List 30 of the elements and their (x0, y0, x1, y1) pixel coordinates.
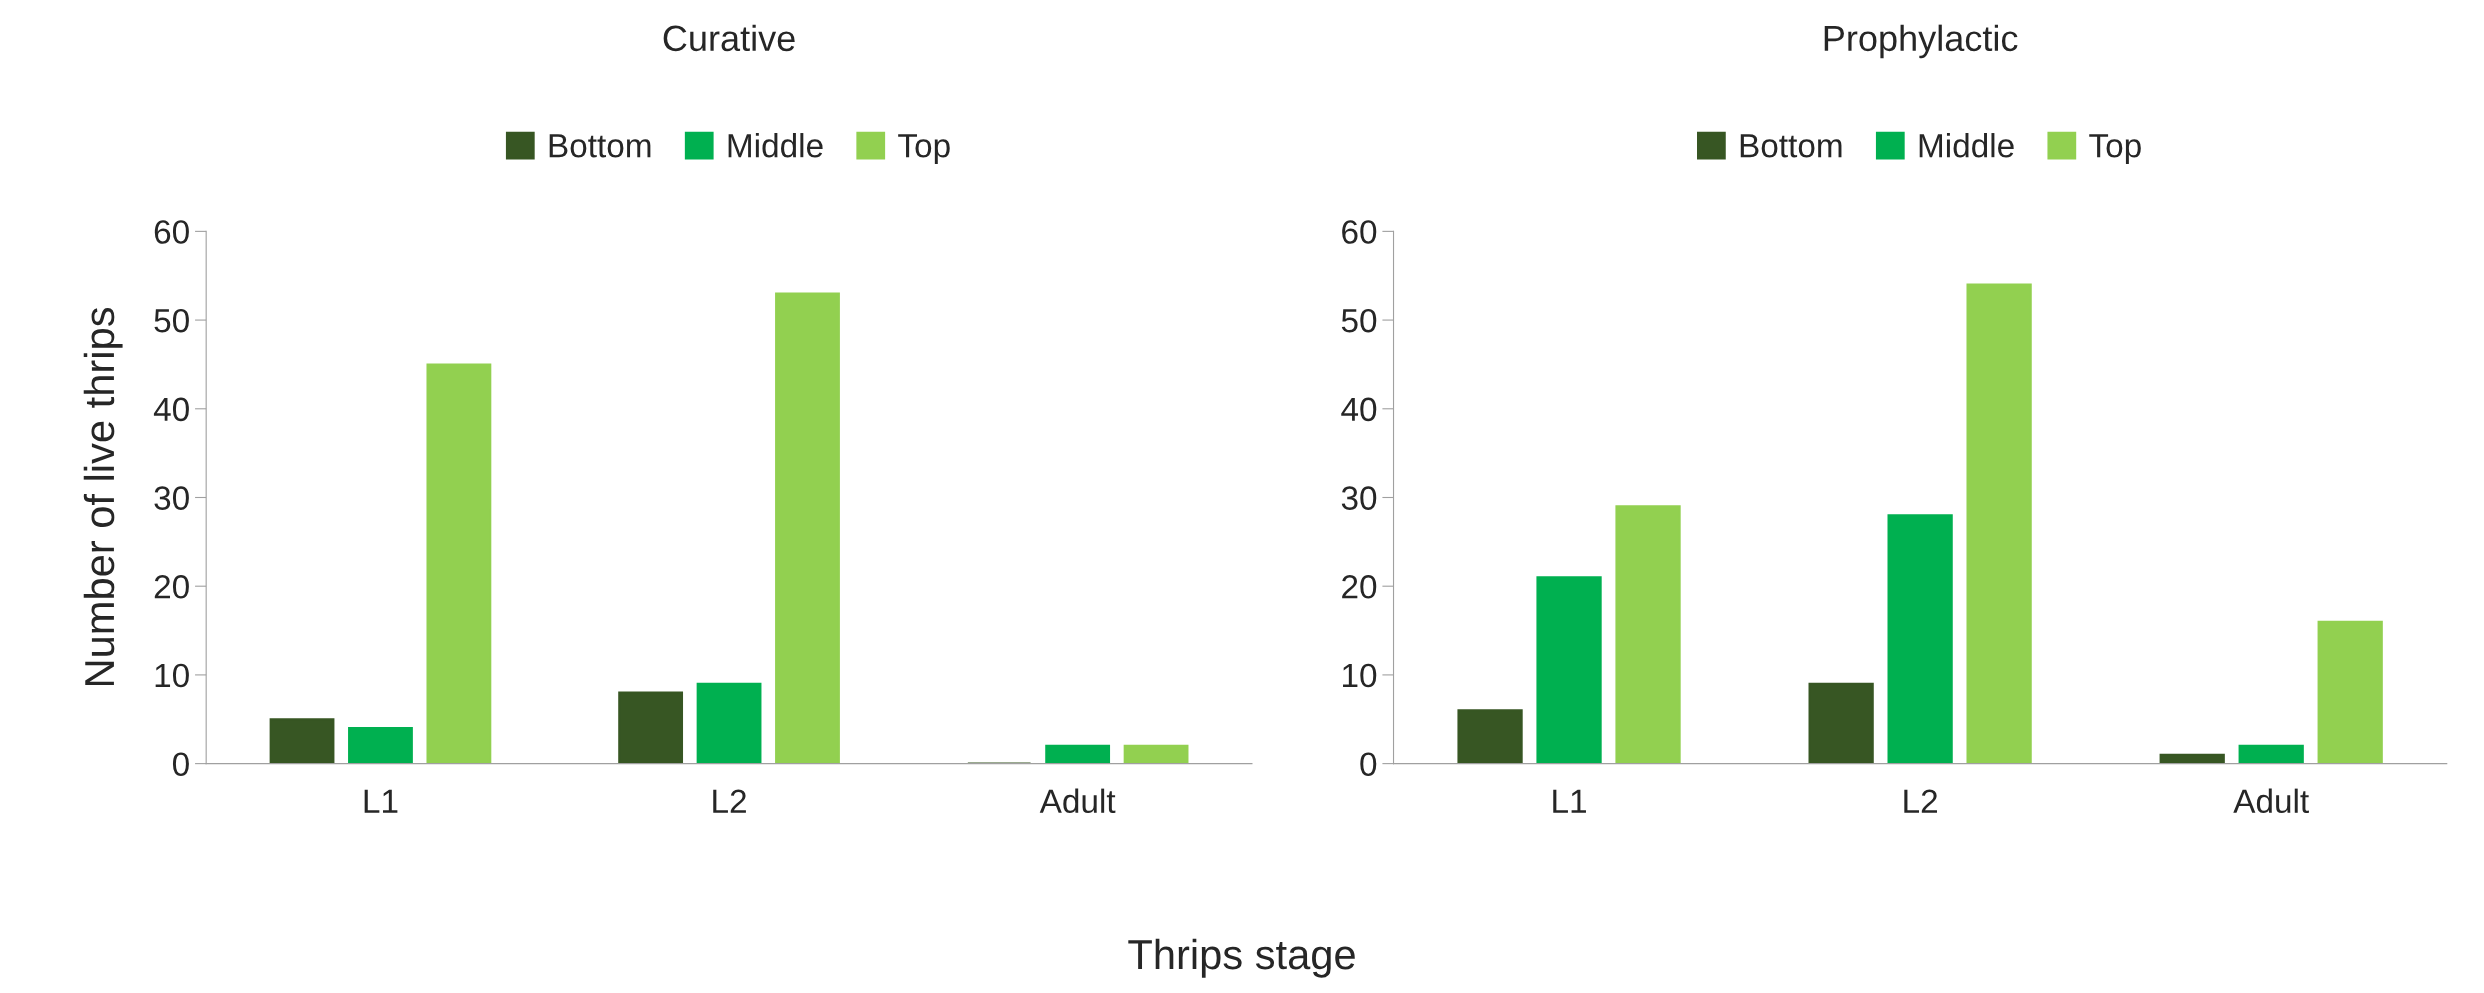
legend-label: Top (898, 134, 950, 165)
y-tick-label: 30 (1341, 486, 1377, 510)
y-tick-label: 20 (154, 575, 189, 599)
x-axis-title: Thrips stage (1128, 938, 1355, 978)
y-tick-label: 10 (155, 663, 189, 688)
y-tick-label: 50 (1341, 308, 1377, 333)
legend-label: Top (2089, 134, 2141, 165)
y-tick-label: 50 (154, 308, 189, 333)
x-tick-label: L1 (1553, 789, 1586, 813)
legend-label: Middle (728, 133, 823, 158)
x-tick-label: L2 (713, 789, 746, 813)
y-tick-label: 0 (172, 752, 189, 777)
legend-label: Bottom (549, 134, 651, 158)
y-tick-label: 0 (1360, 752, 1377, 777)
chart-title: Curative (663, 24, 795, 52)
y-tick-label: 10 (1343, 663, 1377, 688)
y-tick-label: 20 (1342, 575, 1377, 599)
x-tick-label: Adult (2233, 788, 2309, 814)
y-tick-label: 30 (154, 486, 189, 510)
x-tick-label: Adult (1039, 788, 1116, 814)
x-tick-label: L2 (1904, 789, 1937, 813)
x-tick-label: L1 (364, 789, 398, 813)
y-tick-label: 40 (1341, 397, 1377, 422)
chart-title: Prophylactic (1824, 24, 2018, 59)
y-tick-label: 40 (153, 397, 189, 422)
y-axis-title: Number of live thrips (83, 307, 123, 686)
legend-label: Bottom (1740, 134, 1842, 158)
y-tick-label: 60 (1342, 220, 1377, 244)
legend-label: Middle (1919, 133, 2014, 158)
y-tick-label: 60 (154, 220, 189, 244)
